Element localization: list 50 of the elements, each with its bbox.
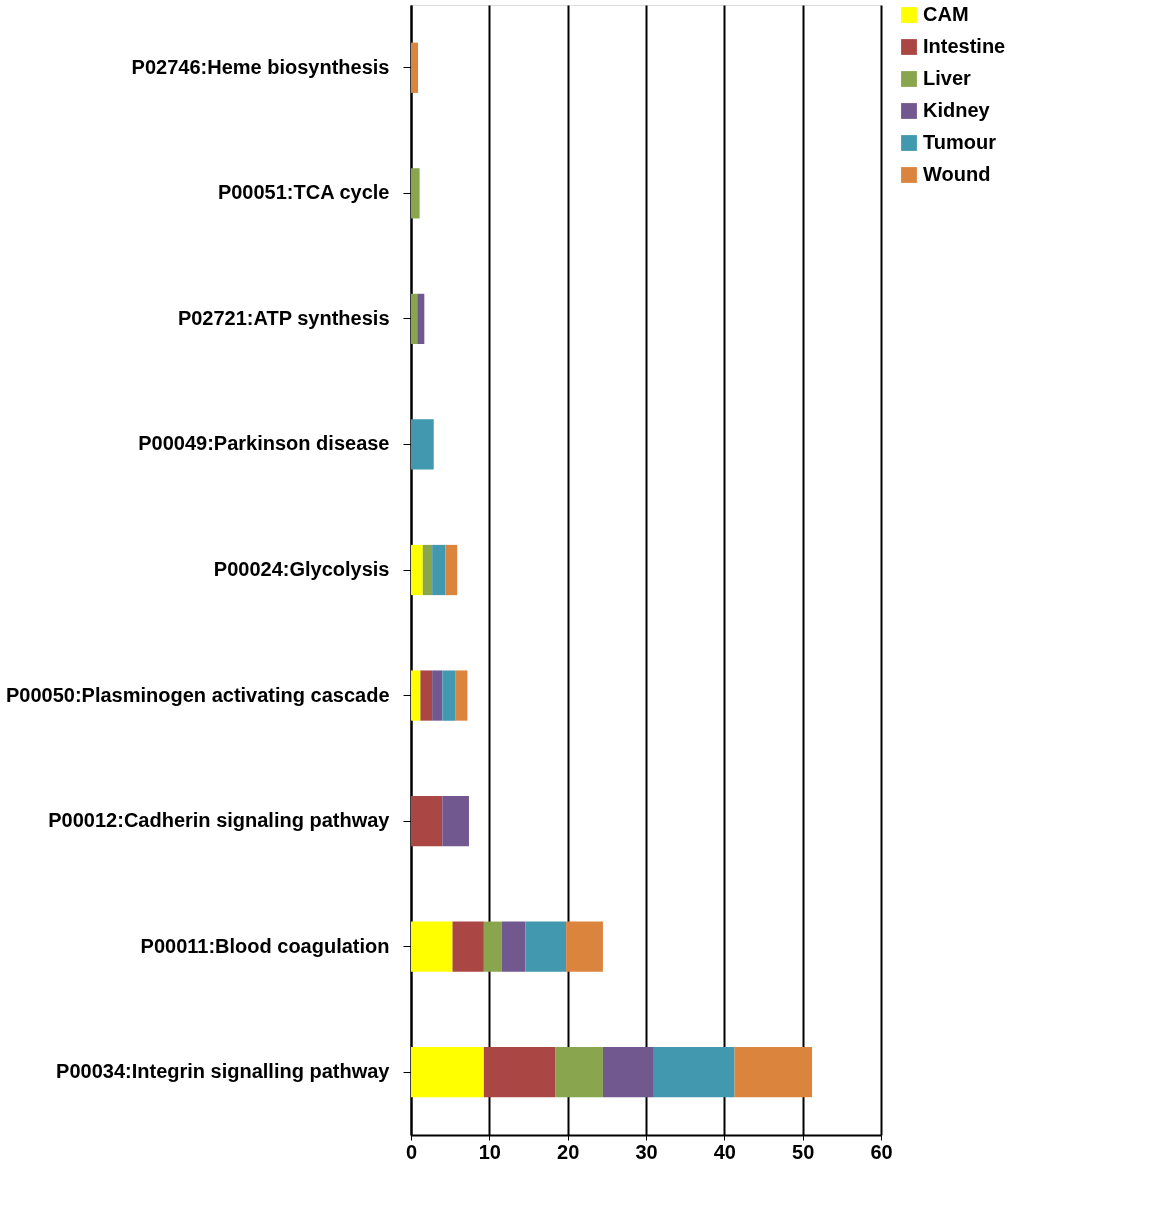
bar xyxy=(411,921,453,972)
y-tick-label: P02746:Heme biosynthesis xyxy=(131,55,390,78)
bar xyxy=(417,293,425,344)
y-tick-label: P02721:ATP synthesis xyxy=(177,306,390,329)
x-tick-label: 40 xyxy=(713,1140,736,1163)
x-tick-label: 60 xyxy=(870,1140,893,1163)
bar xyxy=(411,42,419,93)
bar xyxy=(411,796,443,847)
y-tick-label: P00034:Integrin signalling pathway xyxy=(56,1060,391,1083)
bar xyxy=(442,796,469,847)
bar xyxy=(483,921,502,972)
bar xyxy=(501,921,526,972)
bar xyxy=(455,670,468,721)
x-tick-label: 10 xyxy=(478,1140,501,1163)
x-tick-label: 20 xyxy=(557,1140,580,1163)
bar xyxy=(566,921,603,972)
bar xyxy=(734,1047,813,1098)
bar xyxy=(452,921,484,972)
bar xyxy=(525,921,567,972)
bar xyxy=(411,168,420,219)
y-tick-label: P00012:Cadherin signaling pathway xyxy=(48,809,391,832)
y-tick-label: P00051:TCA cycle xyxy=(217,181,390,204)
bar xyxy=(442,670,456,721)
x-tick-label: 30 xyxy=(635,1140,658,1163)
legend-label: Wound xyxy=(923,163,991,185)
x-tick-label: 0 xyxy=(405,1140,418,1163)
bar xyxy=(432,544,446,596)
bar xyxy=(411,544,423,596)
bar xyxy=(420,670,433,721)
bar xyxy=(422,544,433,596)
bar xyxy=(602,1047,654,1098)
y-tick-label: P00050:Plasminogen activating cascade xyxy=(5,683,390,706)
bar xyxy=(445,544,458,596)
bar xyxy=(483,1047,556,1098)
legend-label: Liver xyxy=(923,67,972,89)
y-tick-label: P00011:Blood coagulation xyxy=(140,934,390,957)
legend-label: Intestine xyxy=(923,35,1006,57)
bar xyxy=(411,670,421,721)
y-tick-label: P00049:Parkinson disease xyxy=(138,432,390,455)
bar xyxy=(411,419,434,470)
bar xyxy=(411,1047,484,1098)
legend-label: Tumour xyxy=(923,131,997,153)
bar xyxy=(653,1047,735,1098)
legend-label: CAM xyxy=(923,3,969,25)
bar xyxy=(555,1047,603,1098)
x-tick-label: 50 xyxy=(792,1140,815,1163)
bar xyxy=(432,670,443,721)
bar xyxy=(411,293,418,344)
y-tick-label: P00024:Glycolysis xyxy=(213,558,390,580)
legend-label: Kidney xyxy=(923,99,991,121)
